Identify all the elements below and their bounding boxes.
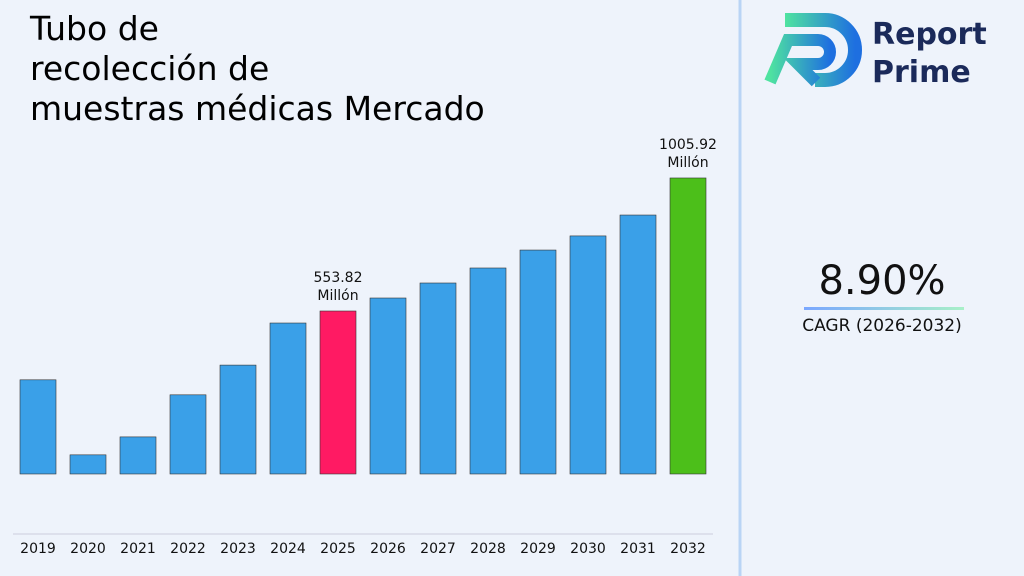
bar [469,267,507,475]
x-tick-label: 2031 [620,541,656,557]
bar [119,436,157,475]
bar [669,177,707,475]
cagr-value: 8.90% [818,258,945,304]
bar [269,322,307,475]
bar [219,364,257,475]
x-tick-label: 2024 [270,541,306,557]
bar [519,249,557,475]
bar [19,379,57,475]
value-label: 553.82 Millón [313,270,363,304]
chart-panel [0,0,740,576]
x-tick-label: 2025 [320,541,356,557]
x-tick-label: 2023 [220,541,256,557]
logo-text: Report [872,17,987,52]
x-tick-label: 2020 [70,541,106,557]
bar [619,214,657,475]
x-tick-label: 2032 [670,541,706,557]
x-tick-label: 2026 [370,541,406,557]
x-tick-label: 2030 [570,541,606,557]
value-label: 1005.92 Millón [659,136,717,171]
cagr-label: CAGR (2026-2032) [802,316,962,336]
bar [69,454,107,475]
title-line: Tubo de [29,9,159,48]
logo-mark [764,13,862,87]
x-tick-label: 2028 [470,541,506,557]
x-tick-label: 2021 [120,541,156,557]
x-tick-label: 2027 [420,541,456,557]
side-panel [740,0,1024,576]
bar [569,235,607,475]
chart-title: Tubo de recolección de muestras médicas … [29,9,485,128]
x-tick-label: 2029 [520,541,556,557]
logo-text: Prime [872,55,971,90]
bar [419,282,457,475]
bar [369,297,407,475]
bar [169,394,207,475]
x-tick-label: 2019 [20,541,56,557]
cagr-underline [804,307,964,310]
title-line: muestras médicas Mercado [30,89,485,128]
title-line: recolección de [30,49,269,88]
x-tick-label: 2022 [170,541,206,557]
bar [319,310,357,475]
